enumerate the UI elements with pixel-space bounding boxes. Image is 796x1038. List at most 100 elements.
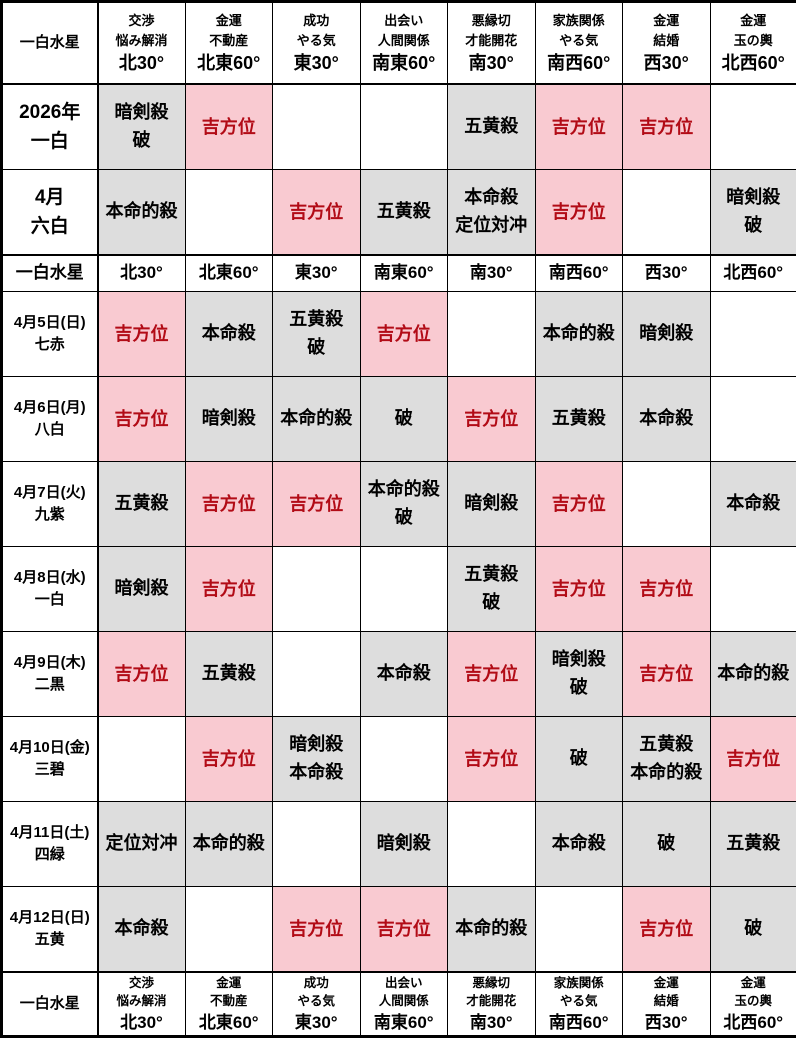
empty-cell [273,802,361,887]
column-header: 金運 不動産北東60° [185,2,273,85]
direction-subheader-cell: 北東60° [185,255,273,292]
direction-label: 西30° [624,52,709,75]
day-row: 4月6日(月) 八白吉方位暗剣殺本命的殺破吉方位五黄殺本命殺 [2,377,796,462]
empty-cell [273,84,361,170]
corner-star-label: 一白水星 [2,255,98,292]
day-row: 4月12日(日) 五黄本命殺吉方位吉方位本命的殺吉方位破 [2,887,796,973]
column-header: 成功 やる気東30° [273,972,361,1037]
direction-subheader-cell: 西30° [623,255,711,292]
day-row: 4月10日(金) 三碧吉方位暗剣殺 本命殺吉方位破五黄殺 本命的殺吉方位 [2,717,796,802]
killing-direction-cell: 本命殺 [185,292,273,377]
killing-direction-cell: 破 [623,802,711,887]
lucky-direction-cell: 吉方位 [535,170,623,256]
corner-star-label: 一白水星 [2,2,98,85]
killing-direction-cell: 五黄殺 [535,377,623,462]
direction-label: 南東60° [362,1012,447,1034]
lucky-direction-cell: 吉方位 [273,887,361,973]
day-label: 4月7日(火) 九紫 [2,462,98,547]
day-label: 4月6日(月) 八白 [2,377,98,462]
corner-star-label: 一白水星 [2,972,98,1037]
column-header: 悪縁切 才能開花南30° [448,2,536,85]
empty-cell [623,462,711,547]
killing-direction-cell: 本命的殺 破 [360,462,448,547]
empty-cell [360,547,448,632]
lucky-direction-cell: 吉方位 [535,84,623,170]
killing-direction-cell: 本命殺 [623,377,711,462]
killing-direction-cell: 破 [360,377,448,462]
direction-label: 北30° [100,1012,184,1034]
lucky-direction-cell: 吉方位 [273,462,361,547]
lucky-direction-cell: 吉方位 [623,547,711,632]
period-label: 2026年 一白 [2,84,98,170]
killing-direction-cell: 五黄殺 [448,84,536,170]
empty-cell [273,632,361,717]
column-header: 金運 結婚西30° [623,2,711,85]
killing-direction-cell: 本命殺 [710,462,796,547]
direction-subheader-cell: 北30° [98,255,186,292]
day-row: 4月8日(水) 一白暗剣殺吉方位五黄殺 破吉方位吉方位 [2,547,796,632]
killing-direction-cell: 本命的殺 [535,292,623,377]
table-footer-row: 一白水星交渉 悩み解消北30°金運 不動産北東60°成功 やる気東30°出会い … [2,972,796,1037]
column-header: 交渉 悩み解消北30° [98,972,186,1037]
lucky-direction-cell: 吉方位 [360,887,448,973]
day-row: 4月5日(日) 七赤吉方位本命殺五黄殺 破吉方位本命的殺暗剣殺 [2,292,796,377]
direction-label: 北西60° [712,1012,796,1034]
lucky-direction-cell: 吉方位 [98,632,186,717]
lucky-direction-cell: 吉方位 [98,377,186,462]
killing-direction-cell: 暗剣殺 [185,377,273,462]
direction-label: 南西60° [537,52,622,75]
killing-direction-cell: 本命的殺 [448,887,536,973]
empty-cell [623,170,711,256]
direction-label: 東30° [274,1012,359,1034]
killing-direction-cell: 本命的殺 [273,377,361,462]
column-header: 出会い 人間関係南東60° [360,2,448,85]
killing-direction-cell: 五黄殺 [710,802,796,887]
killing-direction-cell: 暗剣殺 [98,547,186,632]
column-header: 家族関係 やる気南西60° [535,2,623,85]
killing-direction-cell: 破 [710,887,796,973]
direction-subheader-cell: 南西60° [535,255,623,292]
killing-direction-cell: 五黄殺 [185,632,273,717]
column-header: 悪縁切 才能開花南30° [448,972,536,1037]
column-header: 成功 やる気東30° [273,2,361,85]
killing-direction-cell: 五黄殺 [98,462,186,547]
empty-cell [448,802,536,887]
lucky-direction-cell: 吉方位 [535,462,623,547]
lucky-direction-cell: 吉方位 [623,887,711,973]
empty-cell [98,717,186,802]
period-label: 4月 六白 [2,170,98,256]
column-header: 交渉 悩み解消北30° [98,2,186,85]
lucky-direction-cell: 吉方位 [623,84,711,170]
lucky-direction-cell: 吉方位 [448,377,536,462]
direction-subheader-cell: 東30° [273,255,361,292]
lucky-direction-cell: 吉方位 [185,547,273,632]
lucky-direction-cell: 吉方位 [710,717,796,802]
killing-direction-cell: 暗剣殺 破 [710,170,796,256]
killing-direction-cell: 暗剣殺 [360,802,448,887]
direction-label: 南30° [449,52,534,75]
direction-label: 南30° [449,1012,534,1034]
killing-direction-cell: 五黄殺 [360,170,448,256]
killing-direction-cell: 暗剣殺 [448,462,536,547]
day-label: 4月10日(金) 三碧 [2,717,98,802]
empty-cell [273,547,361,632]
day-label: 4月12日(日) 五黄 [2,887,98,973]
killing-direction-cell: 本命殺 [360,632,448,717]
direction-label: 西30° [624,1012,709,1034]
killing-direction-cell: 定位対冲 [98,802,186,887]
lucky-direction-cell: 吉方位 [623,632,711,717]
killing-direction-cell: 破 [535,717,623,802]
direction-subheader-cell: 南30° [448,255,536,292]
day-row: 4月7日(火) 九紫五黄殺吉方位吉方位本命的殺 破暗剣殺吉方位本命殺 [2,462,796,547]
direction-label: 南西60° [537,1012,622,1034]
day-label: 4月11日(土) 四緑 [2,802,98,887]
killing-direction-cell: 本命的殺 [710,632,796,717]
empty-cell [535,887,623,973]
killing-direction-cell: 本命殺 [535,802,623,887]
day-label: 4月8日(水) 一白 [2,547,98,632]
empty-cell [710,377,796,462]
column-header: 金運 結婚西30° [623,972,711,1037]
direction-label: 北東60° [187,52,272,75]
empty-cell [710,547,796,632]
killing-direction-cell: 本命的殺 [98,170,186,256]
